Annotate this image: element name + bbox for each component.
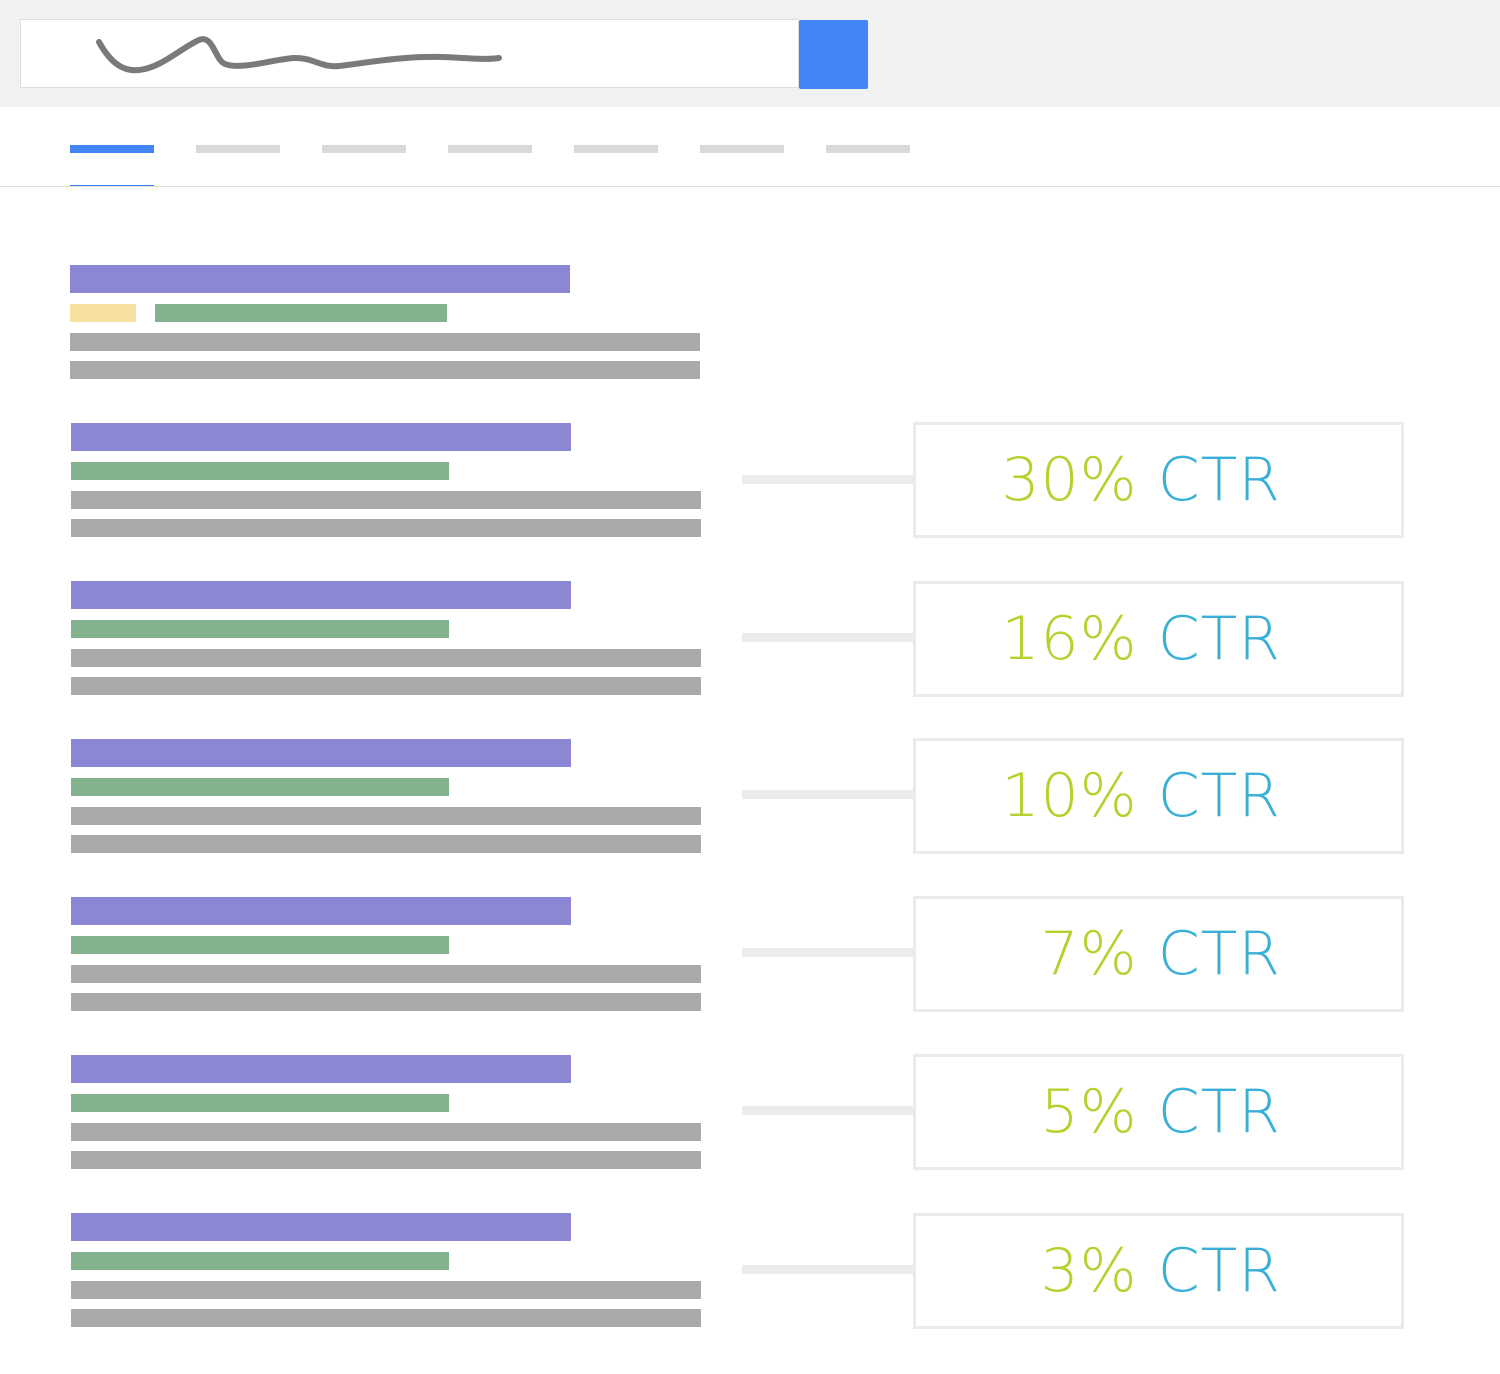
result-snippet-line [71,649,701,667]
ctr-value: 7% CTR [1041,919,1282,989]
ctr-value: 10% CTR [1001,761,1281,831]
ctr-percent: 3% [1040,1236,1138,1306]
result-url [71,1252,449,1270]
result-snippet-line [71,993,701,1011]
ctr-label: CTR [1157,919,1281,989]
result-title-link[interactable] [71,1055,571,1083]
ctr-callout: 3% CTR [913,1213,1404,1329]
ctr-label: CTR [1157,604,1281,674]
ctr-value: 5% CTR [1041,1077,1282,1147]
result-title-link[interactable] [71,739,571,767]
result-snippet-line [71,1151,701,1169]
ctr-value: 30% CTR [1001,445,1281,515]
ctr-percent: 30% [1001,445,1138,515]
ctr-callout: 5% CTR [913,1054,1404,1170]
result-title-link[interactable] [71,1213,571,1241]
result-snippet-line [71,1309,701,1327]
tab-3[interactable] [322,145,406,153]
connector-line [742,475,914,484]
ctr-percent: 7% [1040,919,1138,989]
connector-line [742,1106,914,1115]
result-title-link[interactable] [71,581,571,609]
search-header [0,0,1500,107]
tab-6[interactable] [700,145,784,153]
tabs-divider [0,186,1500,187]
tab-4[interactable] [448,145,532,153]
search-input[interactable] [20,19,799,88]
ctr-label: CTR [1157,1077,1281,1147]
result-snippet-line [70,333,700,351]
result-url [71,620,449,638]
result-snippet-line [71,1123,701,1141]
connector-line [742,1265,914,1274]
tab-1[interactable] [70,145,154,153]
ctr-callout: 30% CTR [913,422,1404,538]
result-url [155,304,447,322]
connector-line [742,633,914,642]
result-url [71,778,449,796]
ctr-percent: 16% [1001,604,1138,674]
result-url [71,1094,449,1112]
ctr-label: CTR [1157,1236,1281,1306]
ctr-value: 3% CTR [1041,1236,1282,1306]
ctr-value: 16% CTR [1001,604,1281,674]
scribbled-query [96,36,502,74]
result-snippet-line [71,965,701,983]
result-title-link[interactable] [70,265,570,293]
result-snippet-line [71,491,701,509]
result-snippet-line [71,1281,701,1299]
result-snippet-line [71,677,701,695]
result-url [71,936,449,954]
connector-line [742,948,914,957]
ctr-callout: 16% CTR [913,581,1404,697]
result-snippet-line [71,519,701,537]
ctr-callout: 10% CTR [913,738,1404,854]
ctr-percent: 5% [1040,1077,1138,1147]
result-snippet-line [71,807,701,825]
ctr-percent: 10% [1001,761,1138,831]
result-title-link[interactable] [71,897,571,925]
ad-badge [70,304,136,322]
result-url [71,462,449,480]
connector-line [742,790,914,799]
tab-2[interactable] [196,145,280,153]
ctr-callout: 7% CTR [913,896,1404,1012]
search-button[interactable] [799,20,868,89]
ctr-label: CTR [1157,445,1281,515]
tab-7[interactable] [826,145,910,153]
tab-5[interactable] [574,145,658,153]
result-title-link[interactable] [71,423,571,451]
result-snippet-line [70,361,700,379]
result-snippet-line [71,835,701,853]
search-tabs [0,107,1500,187]
ctr-label: CTR [1157,761,1281,831]
